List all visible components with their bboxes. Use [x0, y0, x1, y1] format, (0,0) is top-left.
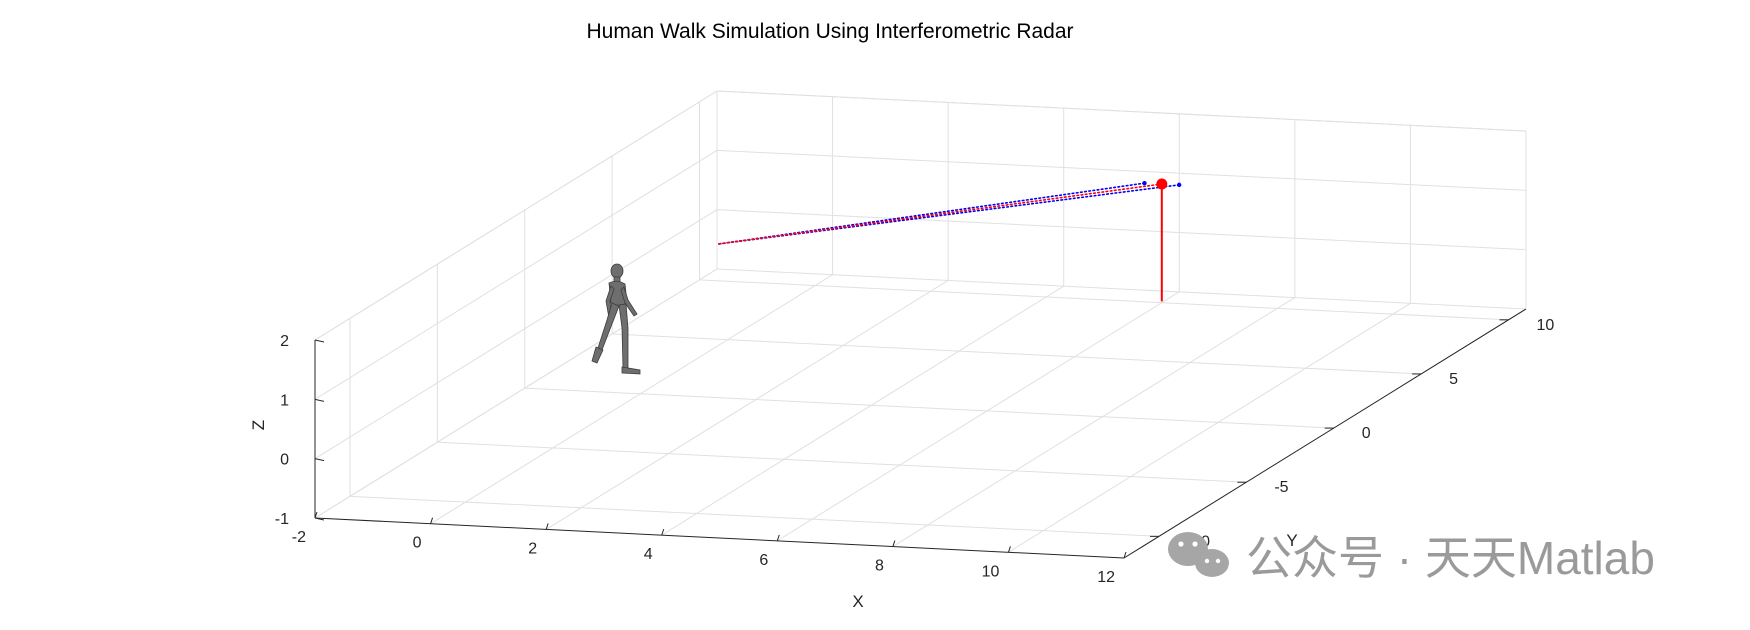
- human-right-leg: [618, 303, 629, 369]
- floor-grid-line-y: [699, 279, 1509, 321]
- data-marks: [717, 178, 1182, 302]
- floor-grid-line-x: [892, 297, 1296, 547]
- x-tick-mark: [430, 517, 434, 524]
- floor-grid-line-x: [777, 291, 1180, 542]
- grid-lines: [314, 90, 1527, 559]
- watermark: 公众号 · 天天Matlab: [1168, 532, 1655, 584]
- z-tick-label: -1: [275, 511, 289, 528]
- wechat-icon: [1168, 532, 1229, 577]
- y-axis-label: Y: [1286, 531, 1297, 550]
- side-wall-grid-line-z: [314, 149, 718, 400]
- watermark-text: 公众号 · 天天Matlab: [1246, 532, 1655, 584]
- z-tick-mark: [314, 398, 325, 402]
- x-tick-label: 4: [644, 546, 653, 563]
- receiver-marker: [1142, 180, 1147, 186]
- human-left-foot: [591, 346, 604, 364]
- floor-grid-line-x: [545, 280, 949, 530]
- floor-grid-line-y: [612, 333, 1422, 375]
- y-tick-label: 0: [1362, 425, 1371, 442]
- back-wall-grid-line-z: [716, 268, 1527, 310]
- z-tick-label: 2: [280, 333, 289, 350]
- x-tick-mark: [1123, 551, 1127, 559]
- z-tick-label: 1: [280, 392, 289, 409]
- z-tick-mark: [314, 517, 325, 521]
- radar-beam-line: [717, 183, 1163, 245]
- box-edge-top-side: [314, 90, 718, 341]
- y-tick-label: -5: [1274, 479, 1288, 496]
- human-walker-figure: [591, 263, 641, 375]
- floor-grid-line-y: [524, 387, 1334, 429]
- y-axis-line: [1123, 308, 1527, 559]
- x-tick-label: 2: [528, 540, 537, 557]
- back-wall-grid-line-z: [716, 149, 1527, 191]
- receiver-marker: [1176, 182, 1182, 188]
- back-wall-grid-line-z: [716, 209, 1527, 251]
- x-tick-label: 8: [875, 558, 884, 575]
- x-tick-label: 0: [413, 535, 422, 552]
- x-tick-mark: [892, 540, 896, 547]
- side-wall-grid-line-z: [314, 209, 718, 460]
- x-tick-mark: [314, 511, 318, 519]
- x-tick-mark: [1007, 546, 1011, 553]
- side-wall-grid-line-z: [314, 268, 718, 519]
- x-axis-label: X: [852, 592, 863, 611]
- x-tick-label: 10: [982, 563, 1000, 580]
- y-tick-label: 10: [1537, 317, 1555, 334]
- x-tick-mark: [661, 528, 665, 536]
- floor-grid-line-y: [437, 441, 1247, 483]
- x-tick-label: -2: [292, 529, 306, 546]
- y-tick-label: 5: [1449, 371, 1458, 388]
- human-right-foot: [621, 366, 641, 375]
- z-tick-label: 0: [280, 452, 289, 469]
- x-tick-mark: [776, 534, 780, 542]
- z-tick-mark: [314, 339, 325, 343]
- human-right-arm: [620, 286, 638, 317]
- floor-grid-line-x: [1008, 302, 1411, 553]
- floor-grid-line-x: [430, 274, 833, 525]
- human-head: [610, 263, 624, 279]
- x-tick-label: 6: [759, 552, 768, 569]
- radar-marker: [1156, 178, 1168, 190]
- z-axis-label: Z: [249, 420, 268, 430]
- x-axis-line: [314, 517, 1125, 559]
- axis-lines: [314, 308, 1527, 559]
- x-tick-label: 12: [1097, 569, 1115, 586]
- z-tick-mark: [314, 458, 325, 462]
- x-tick-mark: [545, 523, 549, 530]
- chart-title: Human Walk Simulation Using Interferomet…: [586, 20, 1073, 43]
- box-edge-top-back: [716, 90, 1527, 132]
- floor-grid-line-y: [349, 495, 1159, 537]
- floor-grid-line-x: [661, 285, 1064, 536]
